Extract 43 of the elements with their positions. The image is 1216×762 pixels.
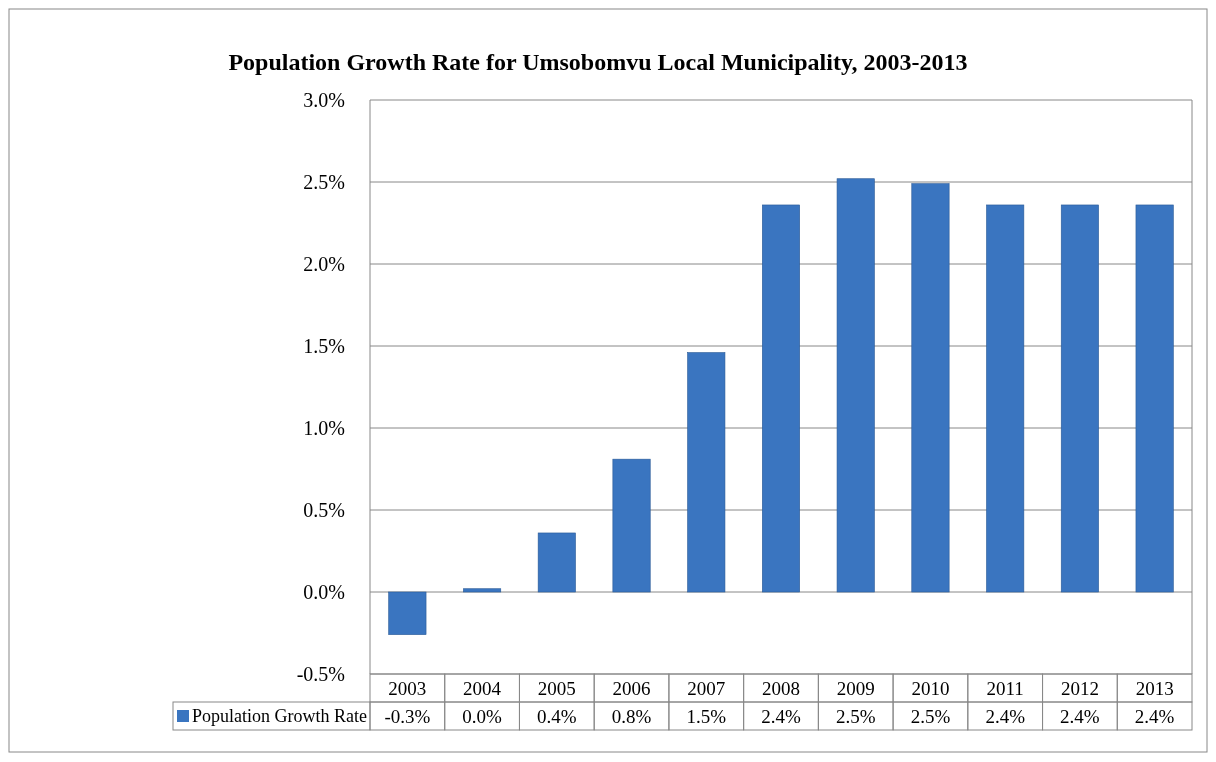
- data-label: -0.3%: [384, 705, 431, 727]
- x-tick-label: 2013: [1135, 677, 1174, 699]
- y-tick-label: 1.0%: [303, 417, 345, 439]
- data-label: 2.4%: [1060, 705, 1100, 727]
- data-label: 2.4%: [985, 705, 1026, 727]
- bar: [836, 178, 875, 593]
- x-tick-label: 2007: [687, 677, 726, 699]
- bar: [762, 204, 800, 593]
- y-tick-label: -0.5%: [296, 663, 345, 685]
- x-tick-label: 2004: [463, 677, 502, 699]
- y-tick-label: 3.0%: [303, 89, 345, 111]
- data-label: 2.4%: [761, 705, 801, 727]
- x-tick-label: 2006: [612, 677, 651, 699]
- x-tick-label: 2009: [836, 677, 875, 699]
- data-label: 0.0%: [462, 705, 503, 727]
- bar: [1060, 204, 1099, 593]
- data-label: 0.8%: [611, 705, 652, 727]
- x-tick-label: 2010: [911, 677, 950, 699]
- x-tick-label: 2003: [388, 677, 427, 699]
- y-tick-label: 0.0%: [303, 581, 345, 603]
- bar: [911, 183, 950, 593]
- bar: [612, 458, 651, 593]
- x-tick-label: 2011: [986, 677, 1024, 699]
- bar: [687, 352, 726, 593]
- legend-label: Population Growth Rate: [192, 706, 367, 727]
- y-tick-label: 2.5%: [303, 171, 345, 193]
- bar: [1135, 204, 1174, 593]
- chart-title: Population Growth Rate for Umsobomvu Local Municipality, 2003-2013: [228, 49, 968, 75]
- y-tick-label: 1.5%: [303, 335, 345, 357]
- data-label: 2.4%: [1134, 705, 1175, 727]
- y-tick-label: 0.5%: [303, 499, 345, 521]
- x-tick-label: 2005: [537, 677, 576, 699]
- data-label: 2.5%: [835, 705, 876, 727]
- bar: [986, 204, 1025, 593]
- x-tick-label: 2012: [1060, 677, 1099, 699]
- data-label: 1.5%: [686, 705, 727, 727]
- y-tick-label: 2.0%: [303, 253, 345, 275]
- bar: [388, 591, 427, 635]
- x-tick-label: 2008: [762, 677, 800, 699]
- data-label: 0.4%: [537, 705, 577, 727]
- bar: [463, 588, 502, 593]
- data-label: 2.5%: [910, 705, 951, 727]
- bar: [537, 532, 576, 593]
